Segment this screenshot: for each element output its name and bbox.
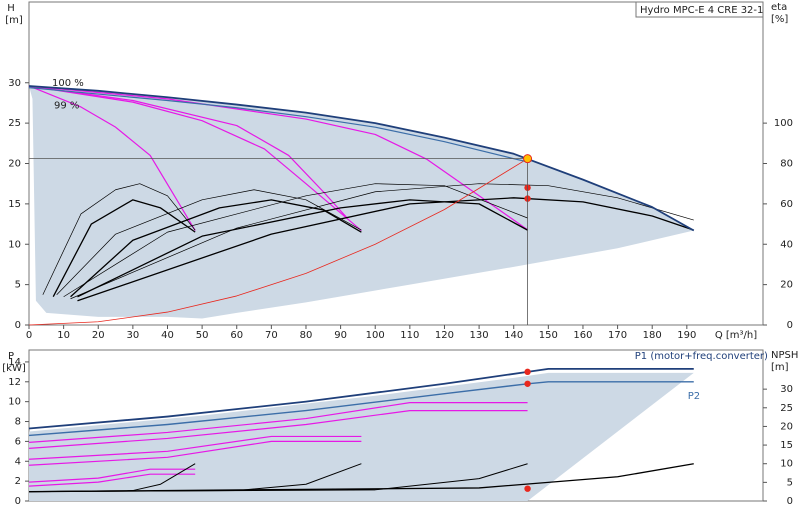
- y2-tick-label: 100: [774, 118, 793, 129]
- y2-axis-unit: [m]: [771, 362, 789, 373]
- y-axis-label: H: [7, 3, 15, 14]
- curve: [28, 86, 528, 163]
- x-tick-label: 140: [504, 330, 523, 341]
- x-tick-label: 170: [608, 330, 627, 341]
- title-box: [635, 1, 764, 18]
- y-tick-label: 10: [8, 397, 21, 408]
- x-tick-label: 70: [265, 330, 278, 341]
- y2-axis-label: eta: [771, 2, 787, 13]
- curve-label: P1 (motor+freq.converter): [635, 351, 768, 362]
- curve: [28, 468, 196, 483]
- y-tick-label: 5: [15, 280, 21, 291]
- y-tick-label: 0: [15, 320, 21, 331]
- curve: [28, 85, 196, 231]
- curve: [70, 199, 362, 298]
- curve: [28, 85, 695, 232]
- curve: [28, 85, 362, 231]
- curve: [28, 158, 528, 326]
- x-tick-label: 100: [366, 330, 385, 341]
- curve: [28, 435, 362, 460]
- curve: [28, 409, 528, 449]
- y-tick-label: 8: [15, 417, 21, 428]
- curve: [28, 402, 528, 443]
- x-tick-label: 50: [196, 330, 209, 341]
- y2-tick-label: 80: [780, 159, 793, 170]
- y-tick-label: 25: [8, 118, 21, 129]
- y-tick-label: 10: [8, 239, 21, 250]
- curve-label: P2: [688, 391, 700, 402]
- duty-point: [523, 154, 533, 164]
- y-tick-label: 30: [8, 78, 21, 89]
- curve: [28, 381, 694, 437]
- y-tick-label: 0: [15, 496, 21, 507]
- curve: [28, 367, 694, 430]
- curve: [70, 183, 694, 300]
- curve: [63, 183, 528, 298]
- y-tick-label: 14: [8, 357, 21, 368]
- duty-point: [524, 368, 531, 376]
- duty-point: [524, 380, 531, 387]
- curve: [28, 463, 694, 493]
- y2-axis-label: NPSH: [771, 350, 798, 361]
- y2-tick-label: 5: [787, 477, 793, 488]
- curve: [28, 440, 362, 466]
- y-tick-label: 6: [15, 436, 21, 447]
- y2-tick-label: 40: [780, 239, 793, 250]
- x-tick-label: 80: [300, 330, 313, 341]
- y2-tick-label: 0: [787, 320, 793, 331]
- y-tick-label: 2: [15, 476, 21, 487]
- x-tick-label: 120: [435, 330, 454, 341]
- x-axis-label: Q [m³/h]: [715, 330, 757, 341]
- curve: [42, 183, 196, 295]
- x-tick-label: 190: [677, 330, 696, 341]
- y2-tick-label: 60: [780, 199, 793, 210]
- curve: [28, 473, 196, 487]
- y-axis-unit: [kW]: [2, 363, 26, 374]
- x-tick-label: 180: [643, 330, 662, 341]
- y2-tick-label: 20: [780, 280, 793, 291]
- x-tick-label: 0: [26, 330, 32, 341]
- curve: [52, 199, 196, 298]
- x-tick-label: 30: [127, 330, 140, 341]
- curve: [77, 199, 528, 298]
- y-tick-label: 20: [8, 159, 21, 170]
- y2-tick-label: 0: [787, 496, 793, 507]
- x-tick-label: 160: [573, 330, 592, 341]
- x-tick-label: 10: [57, 330, 70, 341]
- x-tick-label: 130: [470, 330, 489, 341]
- x-tick-label: 150: [539, 330, 558, 341]
- y-tick-label: 4: [15, 456, 21, 467]
- x-tick-label: 90: [334, 330, 347, 341]
- chart-title: Hydro MPC-E 4 CRE 32-1: [640, 5, 763, 16]
- curve: [28, 85, 528, 231]
- duty-point: [524, 485, 531, 492]
- curve: [56, 189, 362, 295]
- curve-label: 99 %: [54, 101, 79, 112]
- x-tick-label: 40: [161, 330, 174, 341]
- y-axis-unit: [m]: [5, 15, 23, 26]
- y-axis-label: P: [8, 351, 14, 362]
- y2-tick-label: 15: [780, 440, 793, 451]
- curve-label: 100 %: [52, 78, 84, 89]
- y2-tick-label: 25: [780, 403, 793, 414]
- y2-tick-label: 30: [780, 384, 793, 395]
- x-tick-label: 20: [92, 330, 105, 341]
- y2-tick-label: 20: [780, 421, 793, 432]
- curve: [28, 85, 348, 219]
- y-tick-label: 15: [8, 199, 21, 210]
- y2-axis-unit: [%]: [771, 14, 788, 25]
- y2-tick-label: 10: [780, 459, 793, 470]
- curve: [77, 197, 694, 302]
- y-tick-label: 12: [8, 377, 21, 388]
- x-tick-label: 110: [400, 330, 419, 341]
- x-tick-label: 60: [230, 330, 243, 341]
